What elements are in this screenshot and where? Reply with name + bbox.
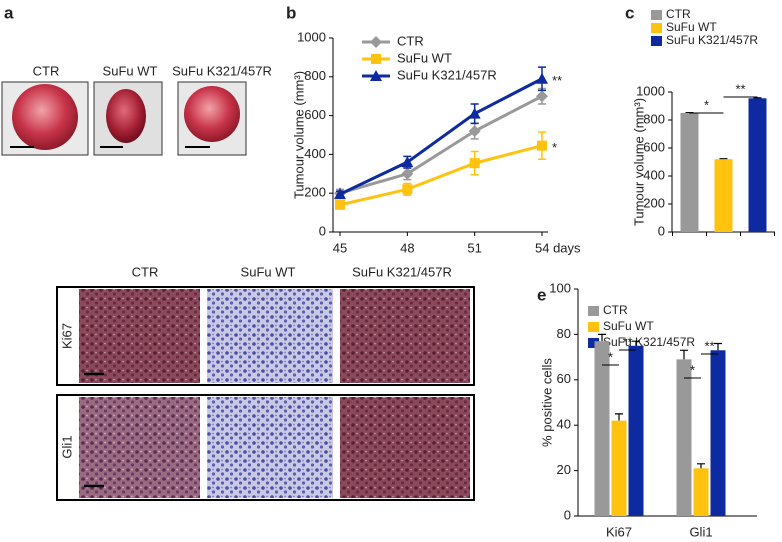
significance: * xyxy=(608,349,613,364)
significance: * xyxy=(704,97,709,112)
marker xyxy=(536,72,548,84)
x-tick-label: 54 days xyxy=(535,240,581,255)
panel-letter: b xyxy=(286,3,296,22)
y-tick-label: 200 xyxy=(304,185,326,200)
marker xyxy=(469,158,480,169)
error-bar xyxy=(697,463,705,469)
marker xyxy=(402,184,413,195)
y-tick-label: 1000 xyxy=(297,29,326,44)
bar xyxy=(680,113,699,232)
column-label: CTR xyxy=(132,264,159,279)
sample-label: CTR xyxy=(33,63,60,78)
error-bar xyxy=(632,340,640,346)
bar xyxy=(676,359,692,516)
legend-label: CTR xyxy=(603,303,628,317)
error-bar xyxy=(615,413,623,421)
y-tick-label: 100 xyxy=(549,280,571,295)
legend-label: SuFu WT xyxy=(397,50,452,65)
legend-label: CTR xyxy=(397,33,424,48)
series-line xyxy=(339,144,543,207)
y-tick-label: 800 xyxy=(304,68,326,83)
marker xyxy=(335,199,345,210)
ihc-panel xyxy=(56,286,475,501)
marker xyxy=(371,54,381,64)
legend-swatch xyxy=(651,36,662,46)
x-tick-label: Ki67 xyxy=(606,524,632,539)
error-bar xyxy=(714,342,722,351)
marker xyxy=(370,36,382,48)
y-tick-label: 80 xyxy=(557,326,571,341)
y-tick-label: 0 xyxy=(319,223,326,238)
y-tick-label: 800 xyxy=(643,111,665,126)
y-tick-label: 200 xyxy=(643,195,665,210)
series-line xyxy=(339,77,543,196)
error-bar xyxy=(598,333,606,342)
significance: ** xyxy=(704,338,714,353)
x-tick-label: 48 xyxy=(400,240,414,255)
significance: ** xyxy=(622,334,632,349)
bar xyxy=(628,345,644,516)
y-axis-label: Tumour volume (mm³) xyxy=(631,98,646,226)
row-label: Gli1 xyxy=(59,435,74,458)
y-tick-label: 400 xyxy=(304,146,326,161)
error-bar xyxy=(680,349,688,360)
bar xyxy=(611,420,627,516)
y-tick-label: 600 xyxy=(643,139,665,154)
y-tick-label: 60 xyxy=(557,371,571,386)
legend-swatch xyxy=(588,322,599,332)
y-axis-label: % positive cells xyxy=(539,358,554,447)
sample-label: SuFu K321/457R xyxy=(172,63,272,78)
marker xyxy=(334,188,346,200)
x-tick-label: Gli1 xyxy=(689,524,712,539)
column-label: SuFu K321/457R xyxy=(352,264,452,279)
significance: * xyxy=(690,362,695,377)
series-line xyxy=(339,94,543,195)
legend-swatch xyxy=(588,306,599,316)
marker xyxy=(468,125,481,138)
panel-letter: a xyxy=(4,3,14,22)
significance: ** xyxy=(552,73,562,88)
panel-letter: e xyxy=(537,285,546,304)
row-label: Ki67 xyxy=(59,323,74,349)
x-tick-label: 51 xyxy=(467,240,481,255)
tumour-photo xyxy=(1,81,247,156)
bar xyxy=(594,341,610,516)
x-tick-label: 45 xyxy=(333,240,347,255)
marker xyxy=(537,140,547,151)
legend-label: CTR xyxy=(666,7,691,21)
y-tick-label: 600 xyxy=(304,107,326,122)
legend-label: SuFu K321/457R xyxy=(666,33,758,47)
marker xyxy=(370,70,382,81)
marker xyxy=(401,156,414,168)
y-tick-label: 0 xyxy=(658,223,665,238)
significance: * xyxy=(552,140,557,155)
y-tick-label: 1000 xyxy=(636,83,665,98)
y-tick-label: 40 xyxy=(557,417,571,432)
legend-swatch xyxy=(651,10,662,20)
legend-label: SuFu WT xyxy=(666,20,717,34)
marker xyxy=(536,90,548,103)
legend-label: SuFu WT xyxy=(603,319,654,333)
y-axis-label: Tumour volume (mm³) xyxy=(291,71,306,199)
panel-letter: c xyxy=(625,3,634,22)
y-tick-label: 400 xyxy=(643,167,665,182)
marker xyxy=(468,107,481,119)
legend-label: SuFu K321/457R xyxy=(397,67,497,82)
y-tick-label: 0 xyxy=(564,507,571,522)
bar xyxy=(748,98,767,232)
sample-label: SuFu WT xyxy=(103,63,158,78)
marker xyxy=(401,167,414,180)
legend-swatch xyxy=(588,338,599,348)
column-label: SuFu WT xyxy=(241,264,296,279)
legend-label: SuFu K321/457R xyxy=(603,335,695,349)
bar xyxy=(714,159,733,232)
significance: ** xyxy=(735,81,745,96)
y-tick-label: 20 xyxy=(557,462,571,477)
bar xyxy=(693,468,709,516)
legend-swatch xyxy=(651,23,662,33)
bar xyxy=(710,350,726,516)
